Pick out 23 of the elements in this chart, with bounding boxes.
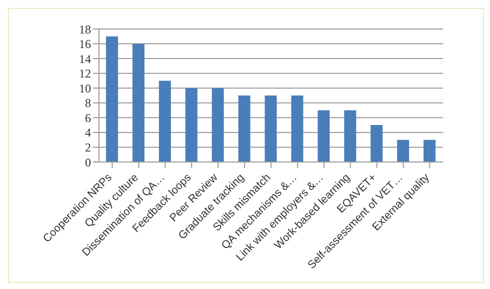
y-tick-label: 10 bbox=[79, 81, 91, 96]
y-tick-label: 18 bbox=[79, 22, 91, 36]
bar bbox=[370, 125, 383, 162]
bar bbox=[291, 96, 304, 162]
bar bbox=[132, 44, 144, 162]
y-tick-label: 14 bbox=[79, 52, 91, 66]
bar bbox=[238, 96, 250, 162]
bar bbox=[344, 110, 356, 162]
bar bbox=[397, 140, 410, 162]
bar bbox=[212, 88, 224, 162]
y-tick-label: 6 bbox=[85, 110, 91, 125]
y-tick-label: 0 bbox=[85, 155, 91, 170]
bar bbox=[318, 110, 330, 162]
bar bbox=[264, 96, 277, 162]
y-tick-label: 16 bbox=[79, 37, 91, 52]
y-tick-label: 2 bbox=[85, 140, 91, 154]
bar bbox=[158, 80, 171, 162]
bar bbox=[185, 88, 198, 162]
y-tick-label: 8 bbox=[85, 96, 91, 110]
y-tick-label: 12 bbox=[79, 66, 91, 81]
y-tick-label: 4 bbox=[85, 126, 91, 140]
bar bbox=[424, 140, 436, 162]
bar bbox=[106, 36, 118, 162]
